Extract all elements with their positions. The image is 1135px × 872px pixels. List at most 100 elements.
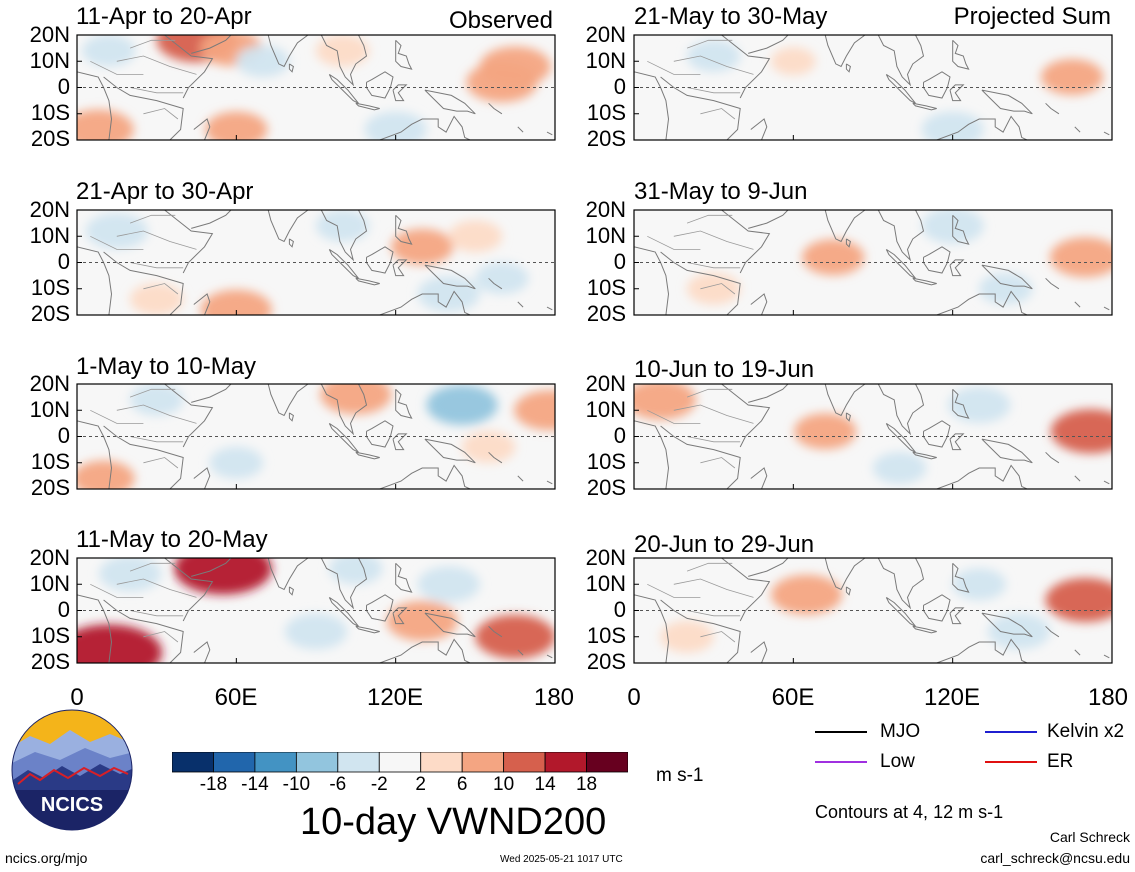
coastline <box>379 464 471 489</box>
coastline <box>392 259 408 277</box>
anomaly-blob <box>872 452 927 484</box>
country-border <box>90 235 144 250</box>
lat-label-left-row2-0: 20N <box>29 197 70 222</box>
colorbar-swatch <box>503 752 546 773</box>
coastline <box>424 264 476 290</box>
colorbar-swatch <box>544 752 587 773</box>
coastline <box>288 63 294 73</box>
country-border <box>686 388 733 398</box>
coastline <box>254 210 309 243</box>
lon-label-left-180: 180 <box>533 684 575 711</box>
coastline <box>103 251 184 315</box>
anomaly-blob <box>209 446 264 479</box>
country-border <box>116 230 197 250</box>
contour-note: Contours at 4, 12 m s-1 <box>815 802 1004 822</box>
coastline <box>952 214 970 245</box>
coastline <box>845 63 851 73</box>
anomaly-blob <box>391 228 454 265</box>
colorbar-tick: 6 <box>456 774 468 795</box>
country-border <box>90 409 144 424</box>
coastline <box>164 558 214 622</box>
anomaly-blob <box>315 35 370 67</box>
lat-label-left-row2-1: 10N <box>29 223 70 248</box>
coastline <box>328 596 359 627</box>
colorbar-swatch <box>461 752 505 773</box>
anomaly-blob <box>1050 409 1112 454</box>
anomaly-blob <box>236 45 290 78</box>
anomaly-blob <box>386 601 458 641</box>
coastline <box>320 210 368 262</box>
country-border <box>90 60 144 75</box>
coastline <box>103 425 184 489</box>
coastline <box>1074 126 1081 133</box>
map-panel-p1 <box>76 34 556 141</box>
country-border <box>687 262 741 269</box>
coastline <box>949 84 965 102</box>
lat-label-left-row2-4: 20S <box>30 301 70 326</box>
coastline <box>912 451 937 460</box>
coastline <box>811 35 866 68</box>
panel-title-p1: 11-Apr to 20-Apr <box>76 3 252 30</box>
country-border <box>700 457 736 469</box>
country-border <box>647 60 701 75</box>
coastline <box>660 76 741 140</box>
coastline <box>395 214 413 245</box>
coastline <box>517 649 524 656</box>
coastline <box>1045 277 1060 290</box>
coastline <box>355 277 380 286</box>
anomaly-blob <box>475 614 555 659</box>
coastline <box>750 118 768 140</box>
coastline <box>949 259 965 277</box>
panel-title-p7: 10-Jun to 19-Jun <box>634 356 815 383</box>
country-border <box>700 108 736 120</box>
colorbar-swatch <box>172 752 214 773</box>
coastline <box>877 210 925 262</box>
coastline <box>721 35 771 99</box>
coastline <box>355 102 380 111</box>
logo-wordmark: NCICS <box>41 794 103 816</box>
anomaly-blob <box>634 384 697 420</box>
coastline <box>885 422 916 453</box>
lat-label-right-row1-2: 0 <box>613 74 626 99</box>
country-border <box>90 583 144 598</box>
coastline <box>103 76 184 140</box>
coastline <box>912 277 937 286</box>
coastline <box>1074 475 1081 482</box>
anomaly-blob <box>200 289 272 315</box>
coastline <box>488 625 503 638</box>
ncics-logo: NCICS <box>11 709 133 831</box>
coastline <box>936 290 1028 315</box>
coastline <box>885 596 916 627</box>
country-border <box>687 436 741 443</box>
author: Carl Schreck <box>1049 829 1130 845</box>
coastline <box>424 89 476 115</box>
panel-bg <box>634 384 1112 489</box>
colorbar-tick: 10 <box>493 774 515 795</box>
coastline <box>164 35 214 99</box>
coastline <box>981 264 1033 290</box>
anomaly-blob <box>770 47 816 76</box>
anomaly-blob <box>426 385 498 425</box>
anomaly-blob <box>77 109 134 140</box>
anomaly-blob <box>1049 237 1112 278</box>
anomaly-blob <box>417 566 480 603</box>
coastline <box>885 248 916 279</box>
colorbar-swatch <box>254 752 297 773</box>
lat-label-left-row1-4: 20S <box>30 126 70 151</box>
coastline <box>517 301 524 308</box>
coastline <box>1103 131 1110 136</box>
panel-title-p6: 31-May to 9-Jun <box>634 178 808 205</box>
lon-label-right-60e: 60E <box>771 684 815 711</box>
coastline <box>912 102 937 111</box>
coastline <box>936 464 1028 489</box>
lon-label-left-60e: 60E <box>214 684 258 711</box>
coastline <box>811 384 866 417</box>
anomaly-blob <box>174 558 272 595</box>
country-border <box>130 436 184 443</box>
coastline <box>193 467 211 489</box>
lat-label-right-row3-0: 20N <box>585 371 626 396</box>
coastline <box>634 71 670 140</box>
country-border <box>647 583 701 598</box>
coastline <box>355 625 380 634</box>
legend-er: ER <box>1047 751 1074 772</box>
